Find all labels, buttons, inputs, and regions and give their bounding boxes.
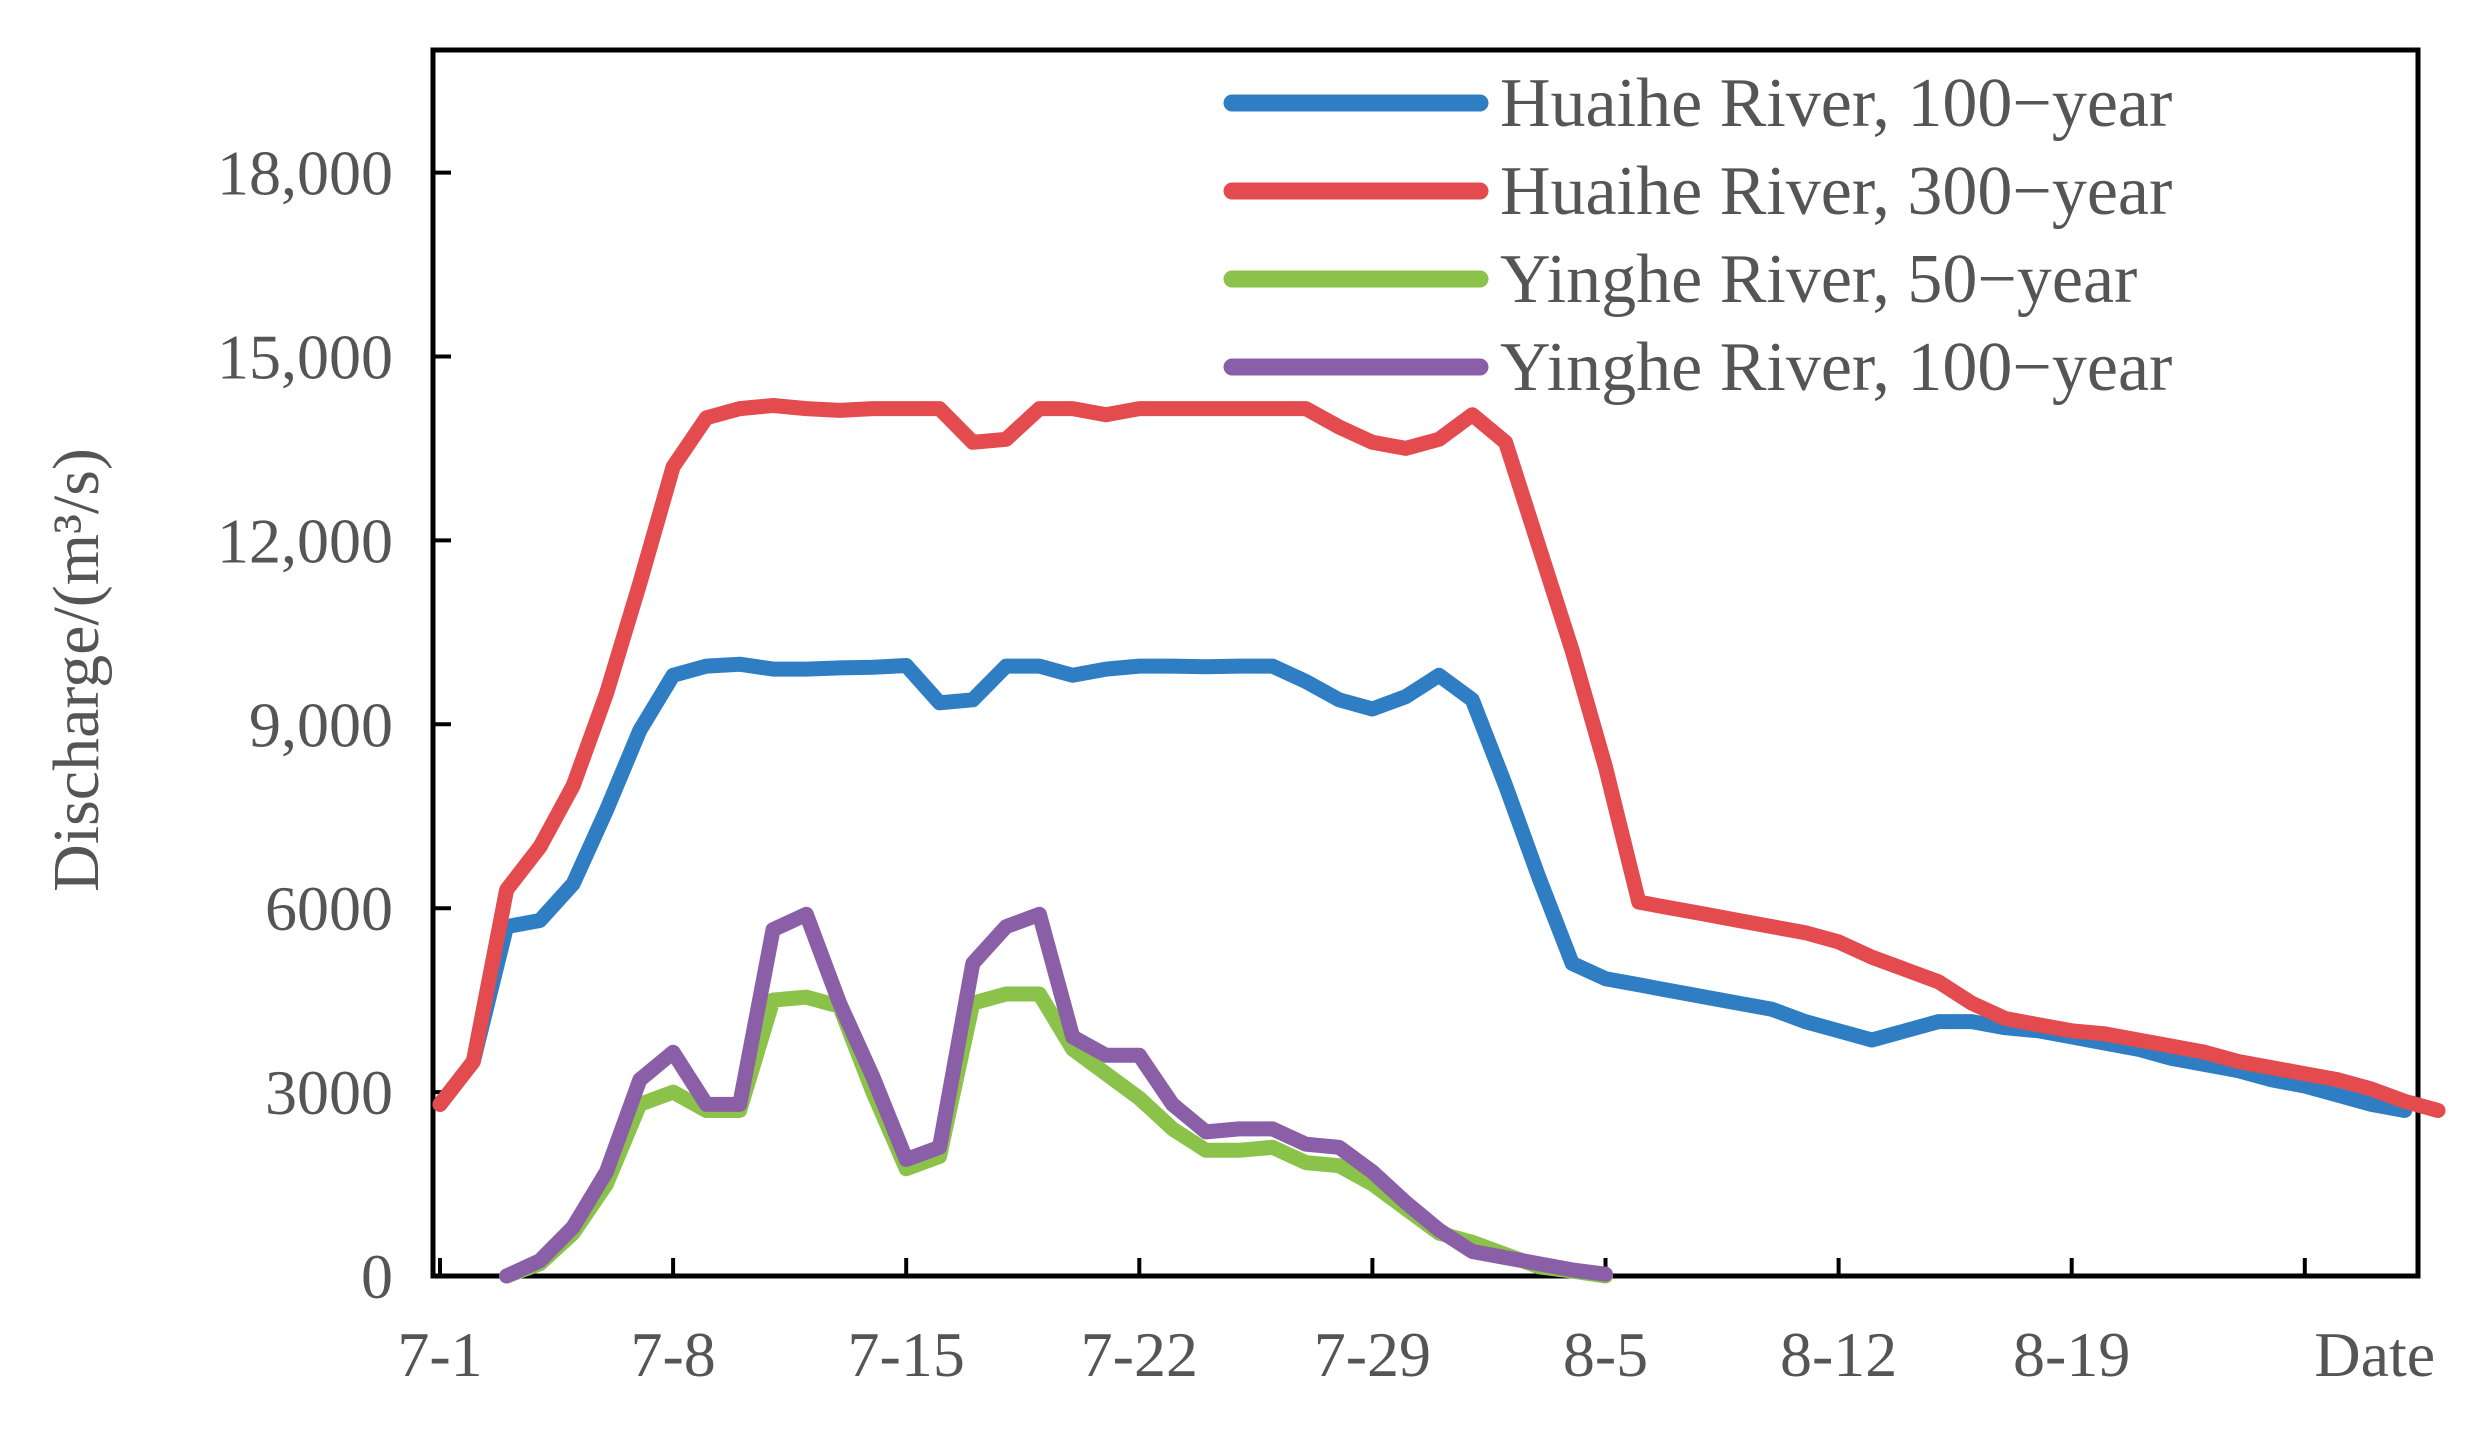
y-tick-label: 3000: [265, 1057, 393, 1128]
y-axis-label: Discharge/(m³/s): [40, 448, 113, 892]
x-tick-label: 7-29: [1314, 1319, 1431, 1390]
x-tick-label: 8-19: [2013, 1319, 2130, 1390]
legend-label: Yinghe River, 100−year: [1500, 329, 2172, 406]
legend-label: Huaihe River, 300−year: [1500, 153, 2172, 230]
y-tick-label: 12,000: [217, 505, 393, 576]
legend-label: Yinghe River, 50−year: [1500, 241, 2137, 318]
axes: 0 3000 6000 9,000 12,000 15,000 18,000 7-1 7-8 7-…: [217, 47, 2435, 1390]
series-lines: [432, 398, 2446, 1284]
series-line-2: [432, 398, 2446, 1118]
plot-frame: [430, 47, 2421, 1279]
series-line-1: [432, 656, 2413, 1118]
x-tick-label: 8-12: [1780, 1319, 1897, 1390]
y-tick-label: 9,000: [249, 689, 393, 760]
x-tick-label: 8-5: [1563, 1319, 1648, 1390]
y-tick-label: 6000: [265, 873, 393, 944]
legend-label: Huaihe River, 100−year: [1500, 65, 2172, 142]
series-line-4: [499, 906, 1613, 1284]
y-tick-label: 15,000: [217, 322, 393, 393]
x-tick-label: 7-15: [848, 1319, 965, 1390]
legend: Huaihe River, 100−year Huaihe River, 300−…: [1223, 65, 2172, 406]
y-tick-label: 0: [361, 1241, 393, 1312]
x-tick-label: 7-1: [397, 1319, 482, 1390]
y-tick-label: 18,000: [217, 138, 393, 209]
x-axis-label: Date: [2314, 1319, 2435, 1390]
x-tick-label: 7-22: [1081, 1319, 1198, 1390]
x-tick-label: 7-8: [630, 1319, 715, 1390]
